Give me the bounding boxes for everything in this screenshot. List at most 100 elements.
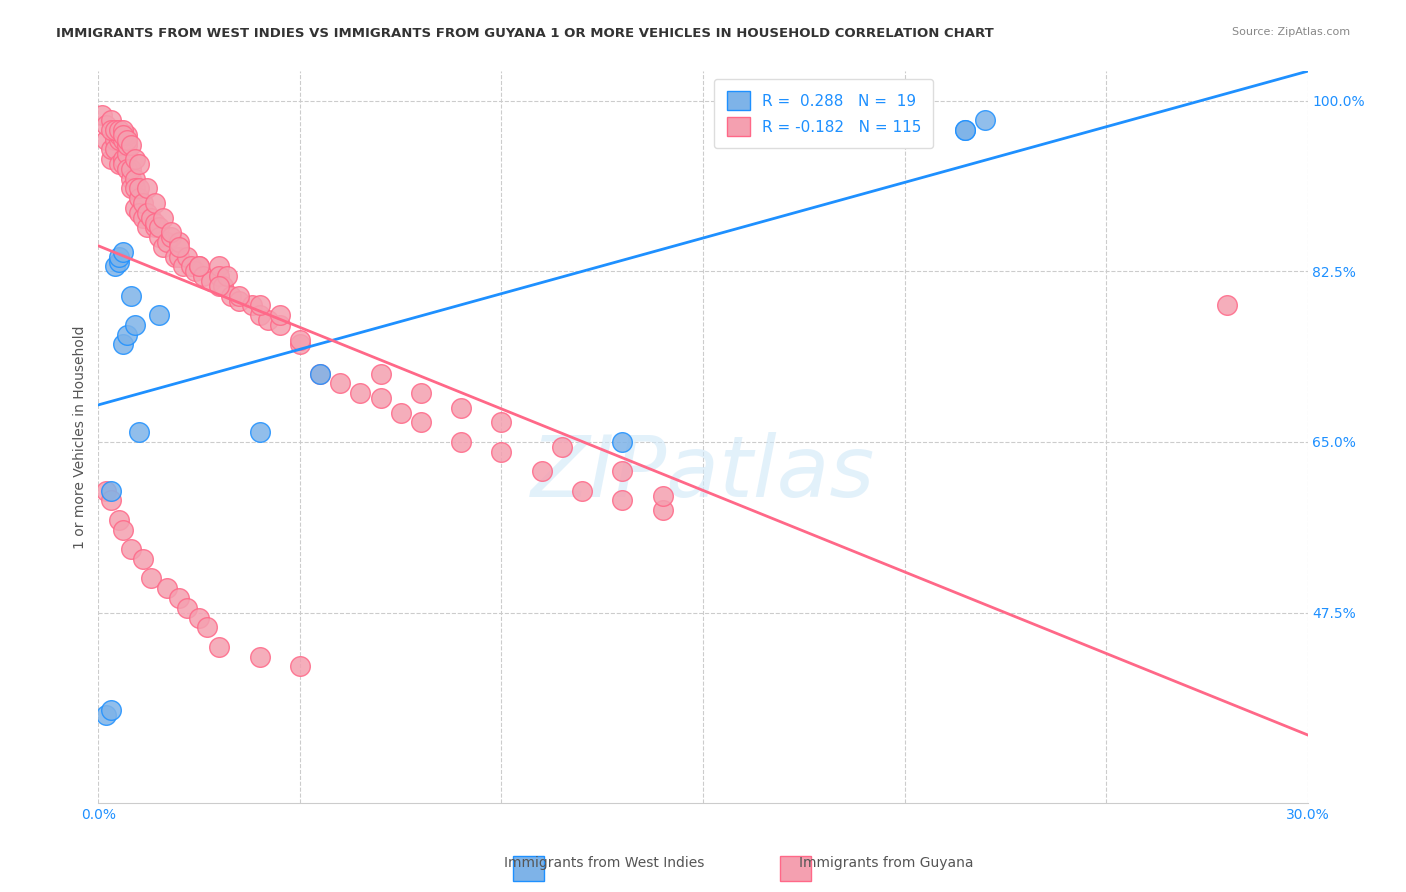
- Point: [288, 333, 311, 347]
- Text: Source: ZipAtlas.com: Source: ZipAtlas.com: [1232, 27, 1350, 37]
- Point: [132, 196, 155, 211]
- Point: [329, 376, 352, 391]
- Point: [139, 211, 162, 225]
- Point: [195, 620, 218, 634]
- Point: [120, 161, 142, 176]
- Point: [217, 269, 239, 284]
- Point: [100, 483, 122, 498]
- Point: [450, 434, 472, 449]
- Point: [120, 171, 142, 186]
- Legend: R =  0.288   N =  19, R = -0.182   N = 115: R = 0.288 N = 19, R = -0.182 N = 115: [714, 79, 934, 148]
- Point: [571, 483, 593, 498]
- Point: [139, 572, 162, 586]
- Point: [184, 264, 207, 278]
- Point: [135, 220, 157, 235]
- Point: [212, 279, 235, 293]
- Point: [188, 610, 211, 624]
- Point: [156, 581, 179, 595]
- Point: [143, 220, 166, 235]
- Point: [167, 240, 190, 254]
- Point: [249, 425, 271, 440]
- Point: [221, 288, 243, 302]
- Point: [180, 260, 202, 274]
- Point: [651, 503, 673, 517]
- Point: [124, 171, 146, 186]
- Text: IMMIGRANTS FROM WEST INDIES VS IMMIGRANTS FROM GUYANA 1 OR MORE VEHICLES IN HOUS: IMMIGRANTS FROM WEST INDIES VS IMMIGRANT…: [56, 27, 994, 40]
- Point: [612, 493, 634, 508]
- Point: [240, 298, 263, 312]
- Point: [103, 133, 125, 147]
- Point: [115, 133, 138, 147]
- Point: [167, 235, 190, 249]
- Point: [143, 196, 166, 211]
- Point: [107, 133, 129, 147]
- Point: [953, 123, 976, 137]
- Point: [208, 640, 231, 654]
- Point: [103, 123, 125, 137]
- Point: [309, 367, 332, 381]
- Point: [115, 327, 138, 342]
- Point: [128, 157, 150, 171]
- Point: [124, 181, 146, 195]
- Text: ZIPatlas: ZIPatlas: [531, 432, 875, 516]
- Point: [188, 260, 211, 274]
- Point: [370, 391, 392, 405]
- Point: [269, 308, 291, 322]
- Point: [309, 367, 332, 381]
- Point: [111, 244, 134, 259]
- Point: [193, 269, 215, 284]
- Point: [96, 118, 118, 132]
- Point: [409, 386, 432, 401]
- Point: [100, 493, 122, 508]
- Point: [256, 313, 278, 327]
- Point: [148, 230, 170, 244]
- Point: [111, 337, 134, 351]
- Point: [249, 308, 271, 322]
- Point: [160, 230, 183, 244]
- Point: [160, 225, 183, 239]
- Point: [100, 113, 122, 128]
- Point: [124, 152, 146, 166]
- Point: [172, 260, 194, 274]
- Y-axis label: 1 or more Vehicles in Household: 1 or more Vehicles in Household: [73, 326, 87, 549]
- Point: [107, 250, 129, 264]
- Point: [96, 133, 118, 147]
- Point: [115, 137, 138, 152]
- Point: [120, 288, 142, 302]
- Point: [120, 542, 142, 557]
- Point: [135, 181, 157, 195]
- Point: [100, 152, 122, 166]
- Point: [128, 206, 150, 220]
- Text: Immigrants from West Indies: Immigrants from West Indies: [505, 855, 704, 870]
- Point: [1216, 298, 1239, 312]
- Point: [96, 483, 118, 498]
- Point: [389, 406, 412, 420]
- Point: [107, 157, 129, 171]
- Point: [530, 464, 553, 478]
- Point: [551, 440, 574, 454]
- Point: [167, 250, 190, 264]
- Point: [974, 113, 997, 128]
- Point: [188, 260, 211, 274]
- Point: [115, 128, 138, 142]
- Point: [288, 659, 311, 673]
- Point: [176, 250, 198, 264]
- Point: [103, 123, 125, 137]
- Point: [143, 215, 166, 229]
- Point: [269, 318, 291, 332]
- Point: [249, 298, 271, 312]
- Point: [953, 123, 976, 137]
- Point: [115, 161, 138, 176]
- Point: [148, 220, 170, 235]
- Point: [208, 279, 231, 293]
- Point: [208, 269, 231, 284]
- Text: Immigrants from Guyana: Immigrants from Guyana: [799, 855, 973, 870]
- Point: [152, 240, 174, 254]
- Point: [163, 250, 186, 264]
- Point: [612, 464, 634, 478]
- Point: [111, 523, 134, 537]
- Point: [96, 708, 118, 723]
- Point: [124, 201, 146, 215]
- Point: [128, 191, 150, 205]
- Point: [135, 206, 157, 220]
